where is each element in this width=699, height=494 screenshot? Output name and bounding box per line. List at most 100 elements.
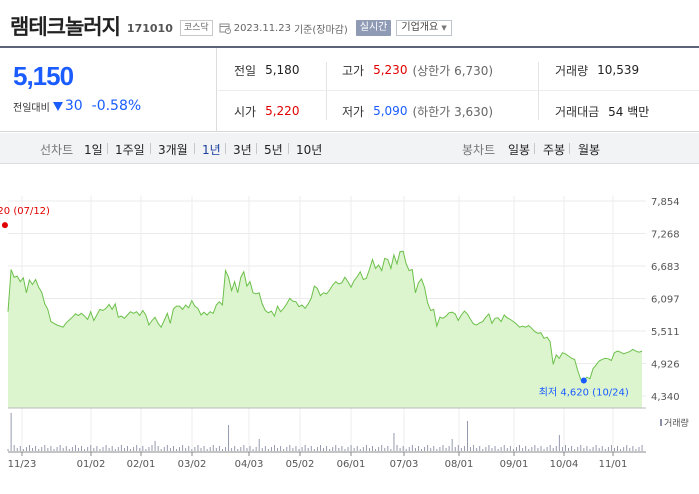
volume-bar <box>277 448 279 451</box>
volume-bar <box>133 447 135 451</box>
tab-separator <box>256 143 257 154</box>
volume-bar <box>390 449 392 451</box>
volume-legend: 거래량 <box>664 417 689 429</box>
volume-bar <box>280 446 282 451</box>
tab-monthly[interactable]: 월봉 <box>578 143 601 157</box>
volume-bar <box>271 447 272 451</box>
volume-bar <box>188 446 190 451</box>
volume-bar <box>595 445 597 451</box>
volume-bar <box>610 445 612 451</box>
volume-bar <box>387 446 389 451</box>
volume-bar <box>546 447 548 451</box>
y-tick-label: 5,511 <box>651 327 680 338</box>
down-arrow-icon <box>52 101 63 111</box>
tab-3month[interactable]: 3개월 <box>158 143 188 157</box>
volume-bar <box>620 449 622 451</box>
volume-bar <box>528 449 530 451</box>
volume-bar <box>228 425 230 451</box>
x-tick-label: 11/01 <box>599 459 628 470</box>
realtime-button[interactable]: 실시간 <box>355 20 392 36</box>
volume-bar <box>583 448 585 451</box>
volume-bar <box>10 413 12 451</box>
volume-bar <box>323 448 324 451</box>
prev-close-label: 전일 <box>234 63 257 78</box>
stock-code: 171010 <box>126 22 173 35</box>
volume-bar <box>264 446 266 451</box>
volume-bar <box>369 448 370 451</box>
tab-5year[interactable]: 5년 <box>264 143 283 157</box>
volume-bar <box>7 449 9 451</box>
x-tick-label: 06/01 <box>337 459 366 470</box>
volume-bar <box>534 445 536 451</box>
volume-bar <box>87 447 89 451</box>
volume-bar <box>408 447 410 451</box>
volume-bar <box>203 446 205 451</box>
volume-bar <box>531 447 533 451</box>
volume-bar <box>191 449 193 451</box>
price-chart-area: 7,854 7,268 6,683 6,097 5,511 4,926 4,340 최고 7… <box>0 188 699 494</box>
stat-volume: 거래량 10,539 <box>555 60 639 80</box>
volume-bar <box>332 447 334 451</box>
volume-bar <box>136 445 138 451</box>
tab-1year[interactable]: 1년 <box>202 143 221 157</box>
volume-bar <box>430 448 432 451</box>
volume-bar <box>561 447 563 451</box>
volume-bar <box>396 445 398 451</box>
stat-low: 저가 5,090 (하한가 3,630) <box>342 101 493 121</box>
volume-bar <box>439 447 441 451</box>
volume-bar <box>402 446 404 451</box>
volume-bar <box>172 446 174 451</box>
volume-bar <box>283 449 285 451</box>
volume-bar <box>635 449 637 451</box>
volume-bar <box>540 446 542 451</box>
volume-bar <box>304 445 306 451</box>
company-overview-dropdown[interactable]: 기업개요 ▼ <box>396 20 452 36</box>
amount-label: 거래대금 <box>555 104 600 119</box>
volume-bar <box>105 445 107 451</box>
tab-separator <box>534 143 535 154</box>
volume-bar <box>375 449 377 451</box>
low-label: 저가 <box>342 104 365 119</box>
volume-bar <box>99 449 101 451</box>
y-tick-label: 4,340 <box>651 392 680 403</box>
volume-bar <box>362 447 364 451</box>
y-tick-label: 7,854 <box>651 197 680 208</box>
volume-bar <box>565 445 566 451</box>
volume-bar <box>586 446 588 451</box>
volume-bar <box>460 448 462 451</box>
volume-bar <box>571 446 573 451</box>
tab-1day[interactable]: 1일 <box>84 143 103 157</box>
tab-10year[interactable]: 10년 <box>296 143 323 157</box>
volume-bar <box>301 447 303 451</box>
volume-bar <box>411 445 413 451</box>
calendar-icon <box>219 23 231 34</box>
tab-separator <box>150 143 151 154</box>
tab-weekly[interactable]: 주봉 <box>543 143 566 157</box>
volume-label: 거래량 <box>555 63 589 78</box>
x-axis-labels: 11/23 01/02 02/01 03/02 04/03 05/02 06/01 07/03… <box>8 452 628 470</box>
volume-bar <box>341 446 343 451</box>
x-tick-label: 11/23 <box>8 459 37 470</box>
volume-bar <box>32 448 34 451</box>
amount-value: 54 백만 <box>608 104 650 119</box>
volume-bar <box>237 449 239 451</box>
tab-1week[interactable]: 1주일 <box>115 143 145 157</box>
volume-bar <box>234 446 236 451</box>
tab-daily[interactable]: 일봉 <box>508 143 531 157</box>
volume-bar <box>71 447 73 451</box>
volume-bar <box>512 449 514 451</box>
stock-name: 램테크놀러지 <box>10 15 121 39</box>
volume-bar <box>127 446 128 451</box>
volume-bar <box>491 448 493 451</box>
volume-bar <box>200 448 202 451</box>
y-tick-label: 7,268 <box>651 230 680 241</box>
price-chart[interactable]: 7,854 7,268 6,683 6,097 5,511 4,926 4,340 최고 7… <box>0 188 699 494</box>
volume-bar <box>485 447 487 451</box>
volume-bar <box>179 447 181 451</box>
tab-3year[interactable]: 3년 <box>233 143 252 157</box>
volume-bar <box>313 449 315 451</box>
volume-bar <box>626 445 628 451</box>
volume-bar <box>509 446 511 451</box>
volume-bar <box>19 446 21 451</box>
max-label: 최고 7,420 (07/12) <box>0 205 50 217</box>
